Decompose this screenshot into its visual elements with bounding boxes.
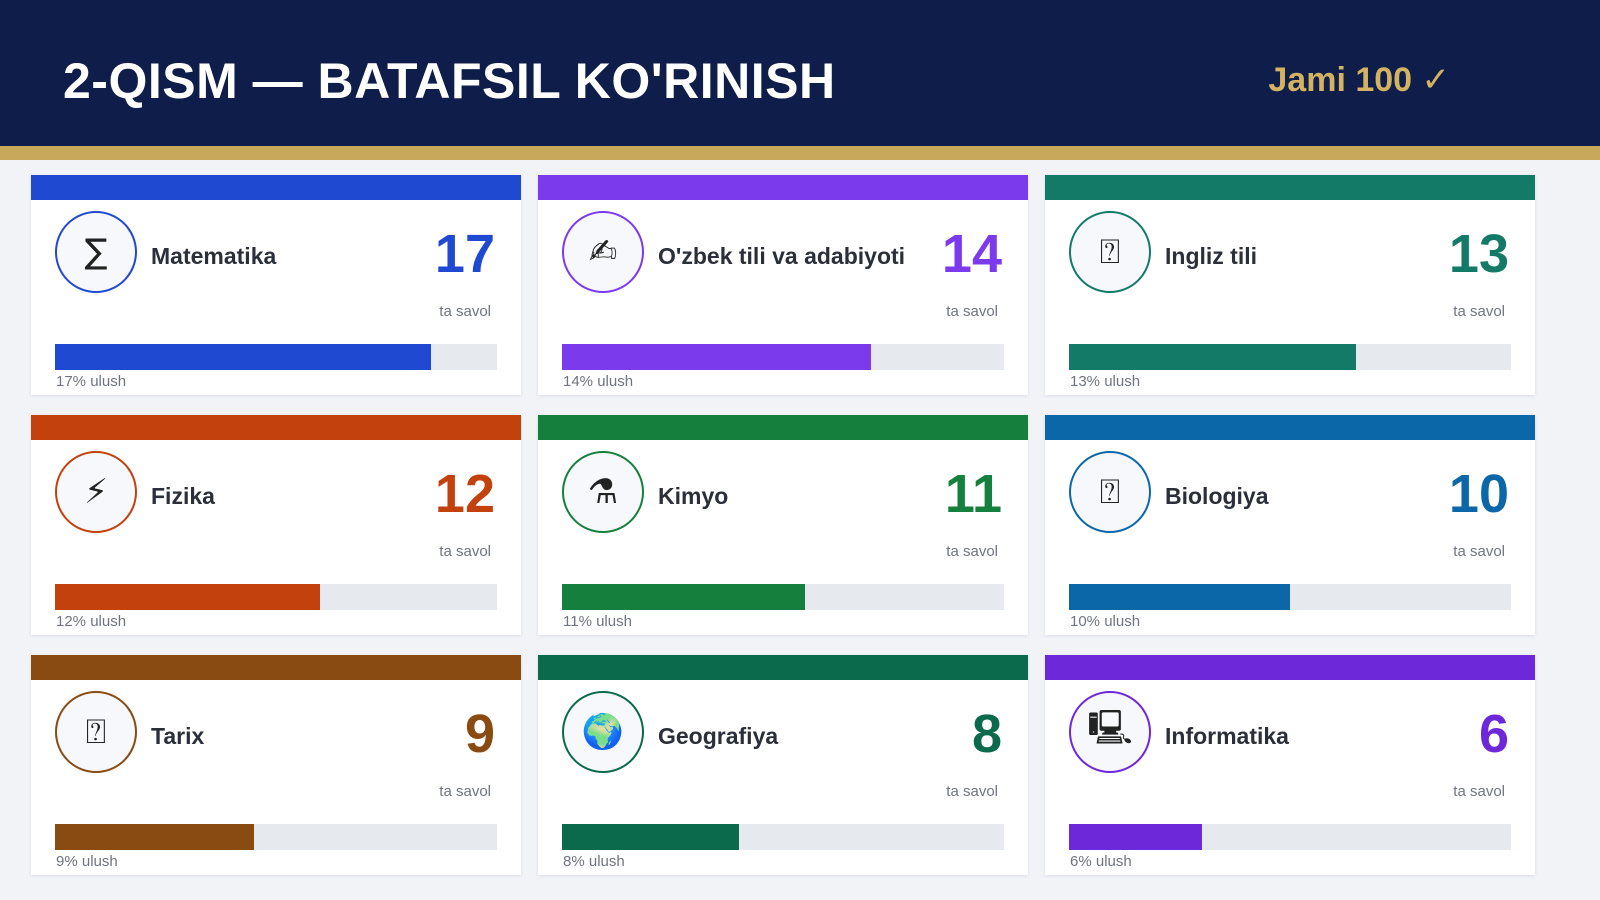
share-progress-bar — [562, 344, 1004, 370]
share-progress-bar — [55, 584, 497, 610]
share-progress-bar — [55, 824, 497, 850]
share-progress-fill — [55, 824, 254, 850]
subject-name: Matematika — [151, 243, 277, 269]
count-unit: ta savol — [1453, 303, 1505, 320]
card-accent-bar — [1045, 655, 1535, 680]
share-progress-fill — [55, 344, 431, 370]
subject-name: Kimyo — [658, 483, 729, 509]
subject-card: 🌍 Geografiya 8 ta savol 8% ulush — [538, 655, 1028, 875]
count-unit: ta savol — [946, 543, 998, 560]
count-unit: ta savol — [1453, 543, 1505, 560]
card-accent-bar — [538, 655, 1028, 680]
subject-name: Biologiya — [1165, 483, 1269, 509]
share-progress-fill — [562, 824, 739, 850]
subject-name: O'zbek tili va adabiyoti — [658, 243, 906, 269]
total-badge: Jami 100 ✓ — [1268, 61, 1450, 99]
share-progress-bar — [1069, 344, 1511, 370]
count-unit: ta savol — [1453, 783, 1505, 800]
share-progress-fill — [1069, 584, 1290, 610]
writing-hand-icon: ✍ — [562, 211, 644, 293]
subject-card: ⍰ Tarix 9 ta savol 9% ulush — [31, 655, 521, 875]
share-progress-bar — [562, 824, 1004, 850]
share-label: 12% ulush — [56, 613, 127, 630]
page-title: 2-QISM — BATAFSIL KO'RINISH — [63, 53, 836, 109]
header-bar: 2-QISM — BATAFSIL KO'RINISH Jami 100 ✓ — [0, 0, 1600, 146]
subject-card: ∑ Matematika 17 ta savol 17% ulush — [31, 175, 521, 395]
flask-icon: ⚗ — [562, 451, 644, 533]
sigma-icon: ∑ — [55, 211, 137, 293]
subject-card: ✍ O'zbek tili va adabiyoti 14 ta savol 14% u… — [538, 175, 1028, 395]
question-count: 12 — [434, 464, 495, 524]
question-count: 14 — [941, 224, 1002, 284]
share-progress-bar — [1069, 584, 1511, 610]
card-accent-bar — [31, 655, 521, 680]
question-count: 9 — [464, 704, 495, 764]
subject-name: Geografiya — [658, 723, 779, 749]
computer-icon: 🖳 — [1069, 691, 1151, 773]
subject-name: Informatika — [1165, 723, 1289, 749]
subject-card: 🖳 Informatika 6 ta savol 6% ulush — [1045, 655, 1535, 875]
card-accent-bar — [538, 415, 1028, 440]
card-accent-bar — [1045, 175, 1535, 200]
unknown-glyph-icon: ⍰ — [1069, 211, 1151, 293]
share-label: 9% ulush — [56, 853, 118, 870]
share-progress-fill — [1069, 344, 1357, 370]
share-progress-fill — [1069, 824, 1202, 850]
share-label: 8% ulush — [563, 853, 625, 870]
card-accent-bar — [31, 175, 521, 200]
share-progress-fill — [55, 584, 321, 610]
subject-card: ⚗ Kimyo 11 ta savol 11% ulush — [538, 415, 1028, 635]
question-count: 8 — [971, 704, 1002, 764]
globe-icon: 🌍 — [562, 691, 644, 773]
share-progress-bar — [55, 344, 497, 370]
share-label: 10% ulush — [1070, 613, 1141, 630]
subject-grid: ∑ Matematika 17 ta savol 17% ulush ✍ O'zbek ti… — [31, 175, 1535, 875]
share-progress-fill — [562, 584, 806, 610]
question-count: 17 — [434, 224, 495, 284]
share-label: 17% ulush — [56, 373, 127, 390]
count-unit: ta savol — [946, 783, 998, 800]
count-unit: ta savol — [439, 303, 491, 320]
card-accent-bar — [31, 415, 521, 440]
share-progress-fill — [562, 344, 872, 370]
header-divider — [0, 146, 1600, 160]
subject-card: ⍰ Ingliz tili 13 ta savol 13% ulush — [1045, 175, 1535, 395]
subject-card: ⍰ Biologiya 10 ta savol 10% ulush — [1045, 415, 1535, 635]
count-unit: ta savol — [439, 783, 491, 800]
card-accent-bar — [1045, 415, 1535, 440]
subject-name: Ingliz tili — [1165, 243, 1257, 269]
share-label: 14% ulush — [563, 373, 634, 390]
subject-name: Fizika — [151, 483, 215, 509]
lightning-icon: ⚡ — [55, 451, 137, 533]
share-label: 13% ulush — [1070, 373, 1141, 390]
share-label: 6% ulush — [1070, 853, 1132, 870]
question-count: 11 — [944, 464, 1002, 524]
share-progress-bar — [1069, 824, 1511, 850]
count-unit: ta savol — [946, 303, 998, 320]
share-progress-bar — [562, 584, 1004, 610]
subject-name: Tarix — [151, 723, 205, 749]
share-label: 11% ulush — [563, 613, 632, 630]
question-count: 13 — [1448, 224, 1509, 284]
card-accent-bar — [538, 175, 1028, 200]
count-unit: ta savol — [439, 543, 491, 560]
unknown-glyph-icon: ⍰ — [1069, 451, 1151, 533]
question-count: 10 — [1448, 464, 1509, 524]
question-count: 6 — [1478, 704, 1509, 764]
unknown-glyph-icon: ⍰ — [55, 691, 137, 773]
subject-card: ⚡ Fizika 12 ta savol 12% ulush — [31, 415, 521, 635]
